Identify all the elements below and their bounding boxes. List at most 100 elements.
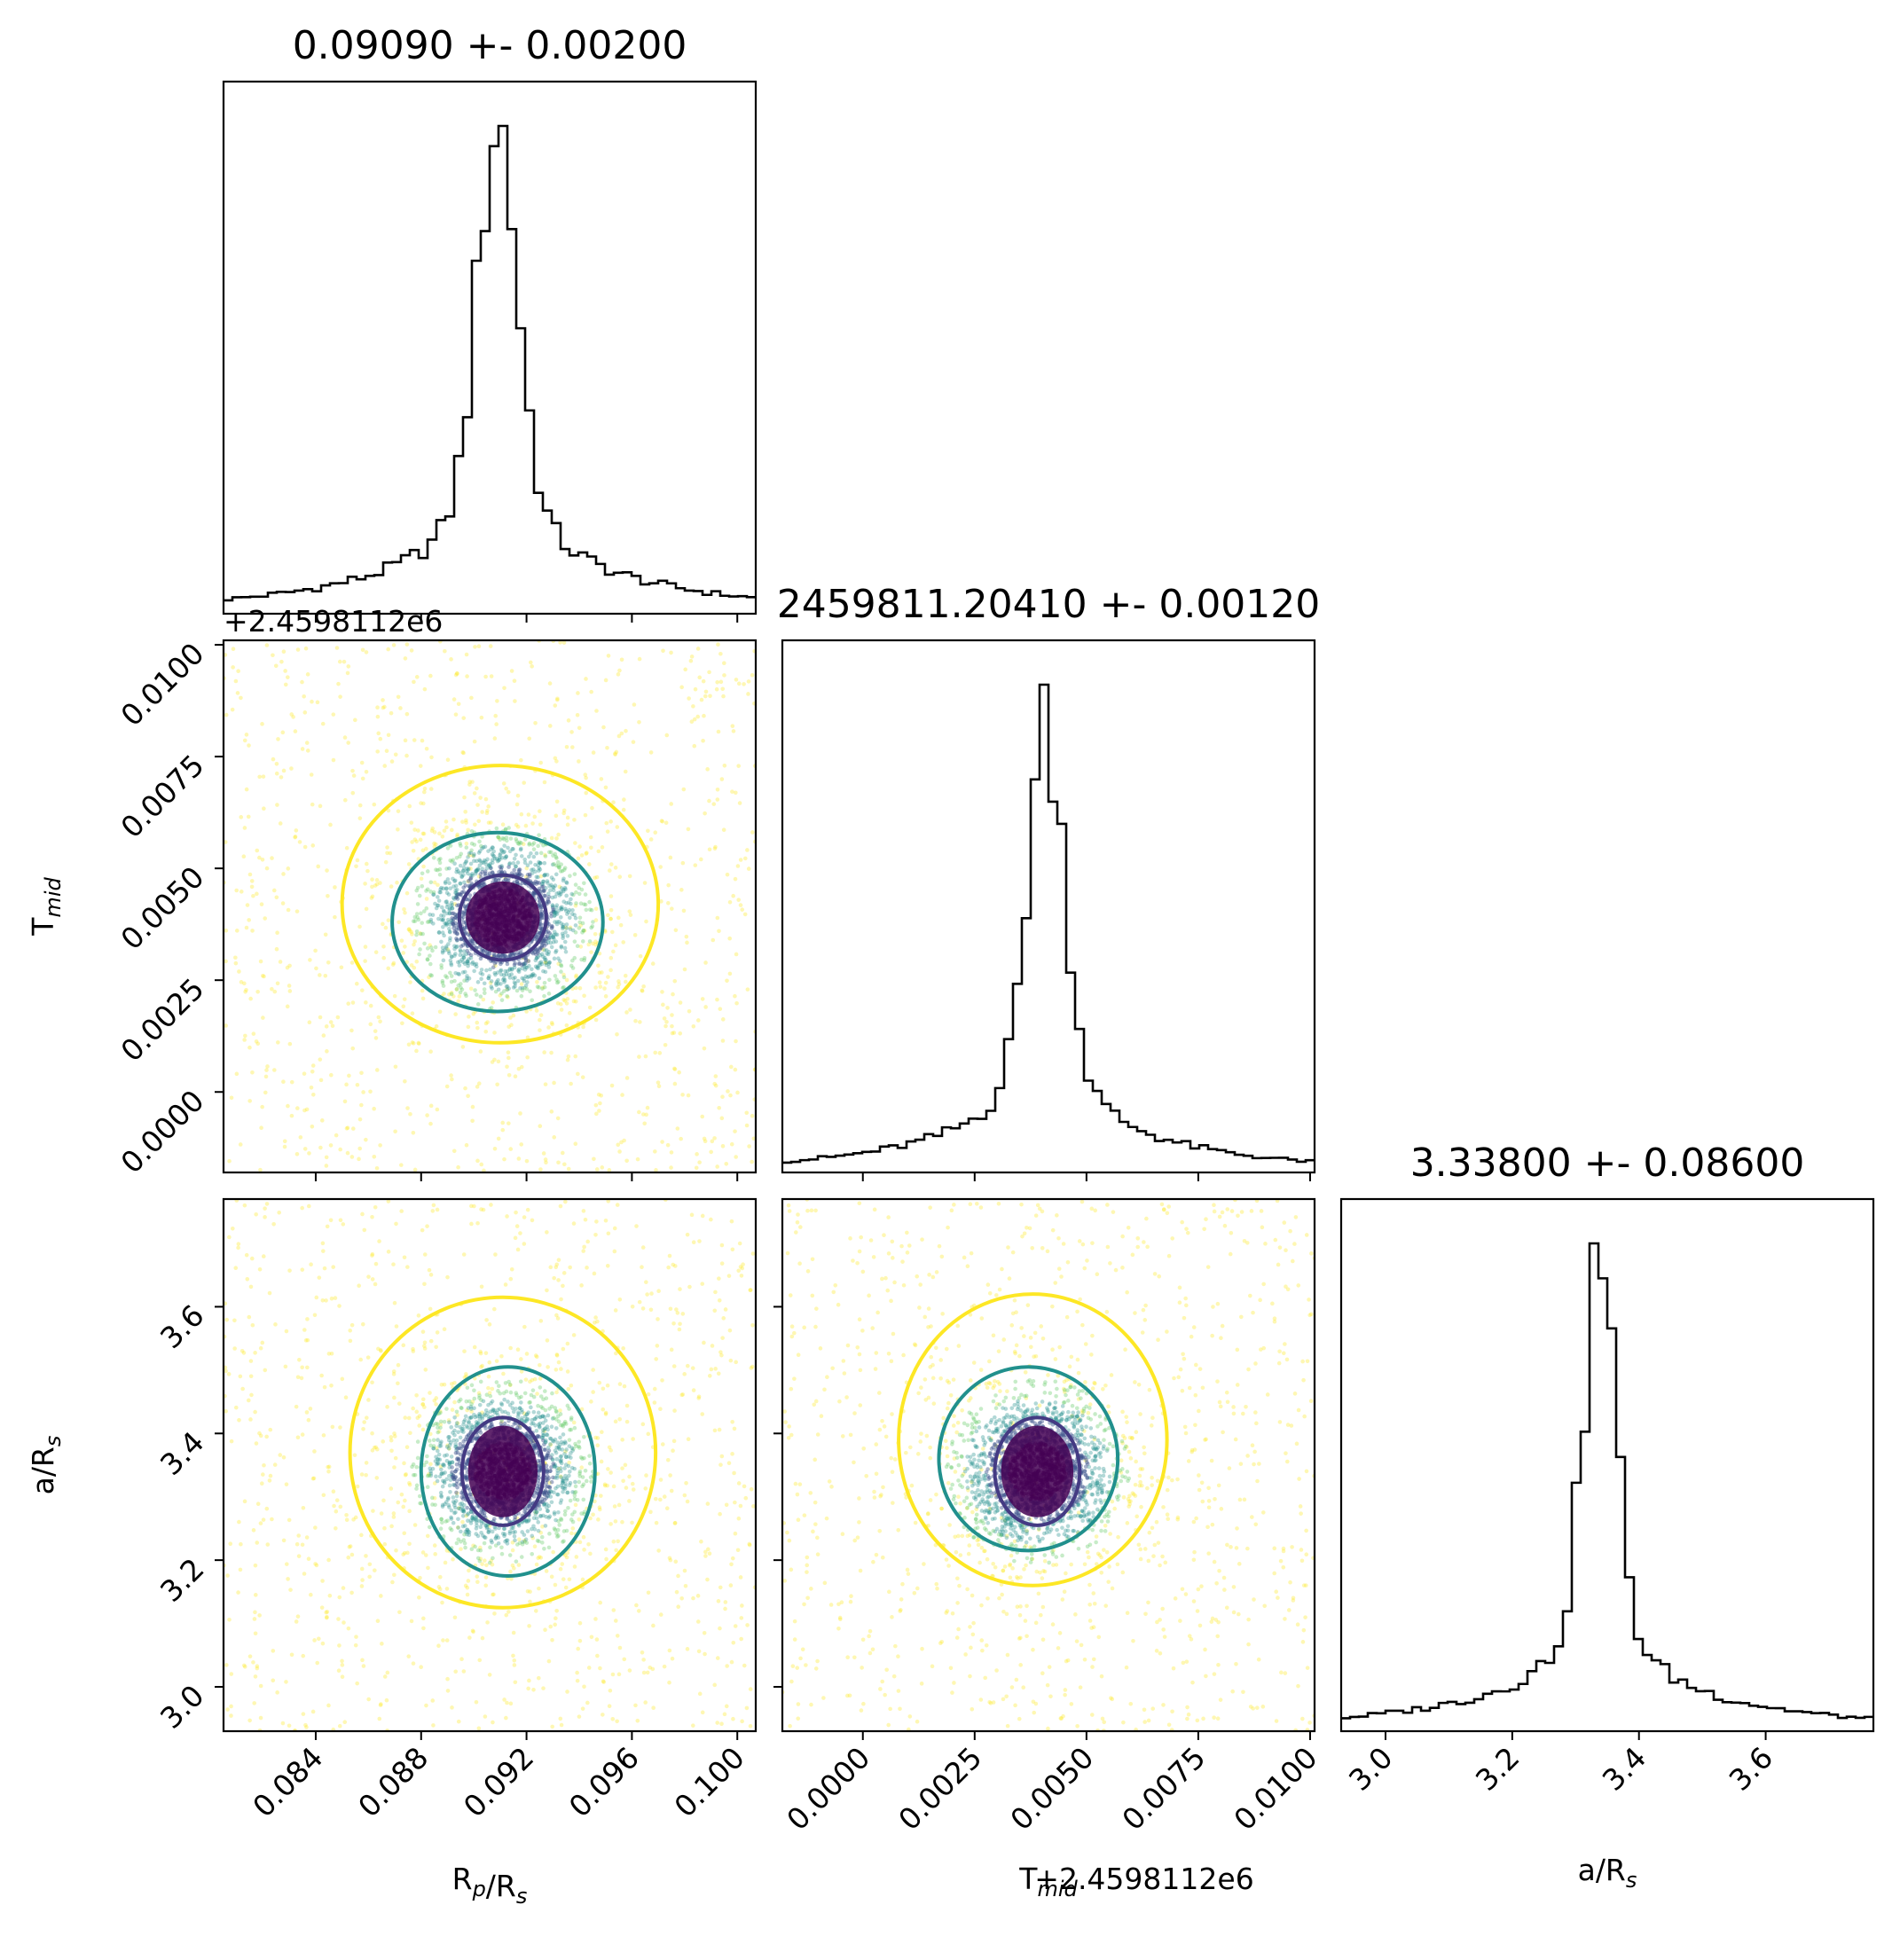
- scatter-point: [535, 965, 539, 970]
- scatter-point: [291, 715, 295, 719]
- scatter-point: [553, 894, 558, 899]
- scatter-point: [525, 980, 530, 984]
- scatter-point: [451, 926, 456, 930]
- scatter-point: [551, 1439, 556, 1444]
- scatter-point: [516, 869, 522, 874]
- scatter-point: [542, 1429, 546, 1433]
- scatter-point: [339, 965, 344, 970]
- scatter-point: [578, 923, 583, 928]
- scatter-point: [490, 1060, 495, 1064]
- scatter-point: [570, 908, 575, 913]
- scatter-point: [617, 1416, 623, 1422]
- scatter-point: [715, 1164, 719, 1169]
- scatter-point: [725, 1664, 729, 1668]
- scatter-point: [616, 979, 621, 984]
- scatter-point: [514, 864, 518, 869]
- scatter-point: [499, 998, 505, 1002]
- scatter-point: [469, 881, 475, 886]
- scatter-point: [373, 1204, 378, 1210]
- scatter-point: [320, 1579, 325, 1583]
- scatter-point: [472, 968, 476, 974]
- scatter-point: [346, 1626, 351, 1631]
- scatter-point: [554, 912, 560, 916]
- scatter-point: [522, 1507, 528, 1511]
- scatter-point: [672, 1066, 677, 1071]
- scatter-point: [491, 854, 497, 858]
- scatter-point: [542, 893, 546, 898]
- scatter-point: [496, 1535, 501, 1541]
- scatter-point: [722, 763, 727, 768]
- scatter-point: [672, 1081, 678, 1086]
- scatter-point: [482, 858, 487, 863]
- scatter-point: [539, 1435, 545, 1440]
- scatter-point: [531, 1394, 537, 1399]
- scatter-point: [321, 1493, 326, 1498]
- scatter-point: [474, 869, 478, 874]
- scatter-point: [719, 777, 725, 781]
- scatter-point: [458, 881, 463, 886]
- scatter-point: [240, 1386, 245, 1392]
- scatter-point: [449, 827, 454, 833]
- scatter-point: [349, 1028, 354, 1033]
- scatter-point: [589, 1635, 594, 1640]
- scatter-point: [737, 1241, 742, 1246]
- scatter-point: [593, 875, 597, 881]
- scatter-point: [523, 1377, 529, 1382]
- scatter-point: [571, 999, 577, 1004]
- scatter-point: [707, 847, 712, 852]
- scatter-point: [582, 1684, 586, 1690]
- scatter-point: [516, 842, 522, 846]
- scatter-point: [672, 1520, 678, 1525]
- scatter-point: [513, 960, 517, 966]
- scatter-point: [503, 827, 508, 832]
- scatter-point: [481, 1207, 486, 1212]
- scatter-point: [311, 1476, 317, 1481]
- scatter-point: [539, 915, 544, 921]
- scatter-point: [492, 1146, 498, 1151]
- scatter-point: [370, 1214, 374, 1219]
- scatter-point: [577, 1638, 583, 1643]
- scatter-point: [441, 1462, 446, 1467]
- scatter-point: [283, 1364, 288, 1369]
- scatter-point: [691, 704, 695, 709]
- scatter-point: [554, 813, 559, 819]
- scatter-point: [728, 1093, 733, 1098]
- scatter-point: [440, 1502, 445, 1508]
- scatter-point: [637, 719, 641, 725]
- scatter-point: [355, 1484, 360, 1489]
- scatter-point: [549, 882, 554, 888]
- scatter-point: [493, 972, 498, 977]
- scatter-point: [506, 1055, 511, 1061]
- scatter-point: [418, 931, 422, 936]
- scatter-point: [322, 1266, 327, 1271]
- scatter-point: [392, 993, 397, 999]
- scatter-point: [357, 1156, 361, 1162]
- scatter-point: [555, 1316, 561, 1321]
- scatter-point: [515, 824, 521, 829]
- scatter-point: [561, 867, 567, 872]
- scatter-point: [444, 911, 450, 916]
- scatter-point: [610, 1716, 616, 1721]
- scatter-point: [734, 1360, 738, 1365]
- scatter-point: [242, 1499, 247, 1504]
- scatter-point: [447, 1460, 452, 1465]
- scatter-point: [271, 653, 275, 658]
- scatter-point: [691, 1023, 696, 1029]
- scatter-point: [617, 668, 622, 673]
- scatter-point: [229, 1672, 234, 1676]
- scatter-point: [613, 1519, 618, 1524]
- scatter-point: [456, 869, 460, 874]
- scatter-point: [557, 893, 562, 898]
- scatter-point: [513, 1235, 518, 1241]
- scatter-point: [498, 852, 502, 858]
- scatter-point: [389, 759, 395, 764]
- scatter-point: [474, 992, 479, 997]
- scatter-point: [695, 1152, 699, 1156]
- scatter-point: [261, 1517, 266, 1522]
- scatter-point: [468, 851, 474, 855]
- scatter-point: [272, 1462, 278, 1467]
- scatter-point: [537, 833, 541, 837]
- scatter-point: [448, 936, 452, 941]
- scatter-point: [461, 750, 466, 756]
- scatter-point: [528, 874, 532, 879]
